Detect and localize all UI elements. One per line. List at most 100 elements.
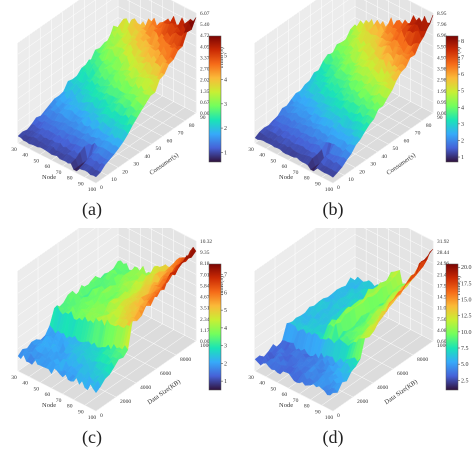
colorbar-tick-label: 3 <box>224 344 227 350</box>
colorbar-tick-label: 7 <box>461 56 464 62</box>
z-tick-label: 4.05 <box>200 44 210 50</box>
z-tick-label: 0.00 <box>200 339 210 345</box>
panel-d: 0.60 4.08 7.56 11.04 14.52 17.99 21.48 24.96 28.… <box>237 200 474 428</box>
z-tick-label: 8.95 <box>437 11 447 17</box>
z-tick-label: 1.17 <box>200 328 210 334</box>
x-tick-label: 100 <box>88 415 97 421</box>
y-tick-label: 70 <box>178 131 184 137</box>
colorbar-tick-label: 1 <box>461 155 464 161</box>
y-tick-label: 2000 <box>357 399 368 405</box>
z-tick-label: 7.96 <box>437 22 447 28</box>
z-tick-label: 4.08 <box>437 328 447 334</box>
y-axis-label: Consumer(s) <box>385 152 417 177</box>
y-tick-label: 10 <box>111 177 117 183</box>
x-tick-label: 60 <box>45 164 51 170</box>
x-tick-label: 100 <box>88 187 97 193</box>
y-axis-label: Consumer(s) <box>148 152 180 177</box>
colorbar-tick-label: 5 <box>224 53 227 59</box>
grid-line <box>254 43 334 184</box>
colorbar-tick-label: 5.0 <box>461 362 469 368</box>
z-tick-label: 24.96 <box>437 261 449 267</box>
surface-chart-c: 0.00 1.17 2.34 3.51 4.67 5.84 7.01 8.18 9.35 10.3… <box>11 200 227 421</box>
y-tick-label: 50 <box>156 146 162 152</box>
z-axis-label: Time(s) <box>455 276 462 296</box>
x-tick-label: 50 <box>33 386 39 392</box>
surface-facet <box>329 171 338 178</box>
z-tick-label: 7.01 <box>200 272 210 278</box>
caption-d: (d) <box>322 427 344 447</box>
z-axis-label: Time (s) <box>218 47 225 69</box>
colorbar-tick-label: 3 <box>461 122 464 128</box>
x-tick-label: 50 <box>270 158 276 164</box>
colorbar-tick-label: 1 <box>224 379 227 385</box>
x-tick-label: 80 <box>67 176 73 182</box>
z-tick-label: 17.99 <box>437 283 449 289</box>
grid-line <box>254 271 334 412</box>
surface-chart-a: 0.00 0.67 1.35 2.02 2.70 3.37 4.05 4.72 5.40 6.07… <box>11 0 227 193</box>
x-tick-label: 80 <box>67 404 73 410</box>
panel-c: 0.00 1.17 2.34 3.51 4.67 5.84 7.01 8.18 9.35 10.3… <box>0 200 240 428</box>
colorbar-tick-label: 6 <box>461 72 464 78</box>
z-tick-label: 10.32 <box>200 239 212 245</box>
colorbar-tick-label: 7.5 <box>461 346 469 352</box>
x-axis-label: Node <box>279 174 293 181</box>
colorbar-tick-label: 2 <box>461 138 464 144</box>
x-tick-label: 80 <box>304 176 310 182</box>
panel-a: 0.00 0.67 1.35 2.02 2.70 3.37 4.05 4.72 5.40 6.07… <box>0 0 240 200</box>
y-tick-label: 20 <box>122 169 128 175</box>
colorbar <box>445 263 459 391</box>
colorbar-tick-label: 3 <box>224 102 227 108</box>
z-tick-label: 1.99 <box>437 89 447 95</box>
z-tick-label: 1.35 <box>200 89 210 95</box>
surface-chart-d: 0.60 4.08 7.56 11.04 14.52 17.99 21.48 24.96 28.… <box>248 200 472 421</box>
y-tick-label: 2000 <box>120 399 131 405</box>
y-tick-label: 0 <box>100 413 103 419</box>
y-tick-label: 0 <box>337 185 340 191</box>
colorbar-tick-label: 2 <box>224 126 227 132</box>
caption-a: (a) <box>82 199 102 219</box>
surface-facet <box>330 388 338 396</box>
z-tick-label: 8.18 <box>200 261 210 267</box>
x-tick-label: 40 <box>22 153 28 159</box>
x-tick-label: 50 <box>33 158 39 164</box>
y-axis-label: Data Size(KB) <box>383 378 419 406</box>
z-tick-label: 2.02 <box>200 78 210 84</box>
z-tick-label: 4.97 <box>437 55 447 61</box>
x-tick-label: 90 <box>78 409 84 415</box>
x-tick-label: 60 <box>282 392 288 398</box>
z-tick-label: 5.40 <box>200 22 210 28</box>
y-tick-label: 4000 <box>140 385 151 391</box>
colorbar-tick-label: 1 <box>224 150 227 156</box>
x-tick-label: 60 <box>282 164 288 170</box>
colorbar-tick-label: 20.0 <box>461 265 472 271</box>
grid-line <box>17 43 97 184</box>
y-tick-label: 0 <box>100 185 103 191</box>
x-tick-label: 60 <box>45 392 51 398</box>
x-tick-label: 80 <box>304 404 310 410</box>
colorbar-tick-label: 6 <box>224 290 227 296</box>
colorbar-tick-label: 12.5 <box>461 314 472 320</box>
y-tick-label: 80 <box>189 123 195 129</box>
z-tick-label: 14.52 <box>437 295 449 301</box>
y-tick-label: 0 <box>337 413 340 419</box>
x-tick-label: 40 <box>259 153 265 159</box>
z-tick-label: 11.04 <box>437 306 449 312</box>
colorbar-tick-label: 10.0 <box>461 330 472 336</box>
x-tick-label: 70 <box>293 170 299 176</box>
z-tick-label: 3.37 <box>200 55 210 61</box>
y-tick-label: 6000 <box>160 371 171 377</box>
surface <box>17 15 197 178</box>
colorbar-tick-label: 2.5 <box>461 378 469 384</box>
colorbar <box>445 35 459 163</box>
surface-facet <box>92 170 101 178</box>
z-tick-label: 0.67 <box>200 100 210 106</box>
y-tick-label: 40 <box>381 154 387 160</box>
y-tick-label: 80 <box>426 123 432 129</box>
z-tick-label: 31.92 <box>437 239 449 245</box>
z-tick-label: 5.97 <box>437 44 447 50</box>
grid-line <box>17 271 97 412</box>
z-tick-label: 6.07 <box>200 11 210 17</box>
x-tick-label: 90 <box>78 181 84 187</box>
x-axis-label: Node <box>42 402 56 409</box>
x-tick-label: 70 <box>56 398 62 404</box>
